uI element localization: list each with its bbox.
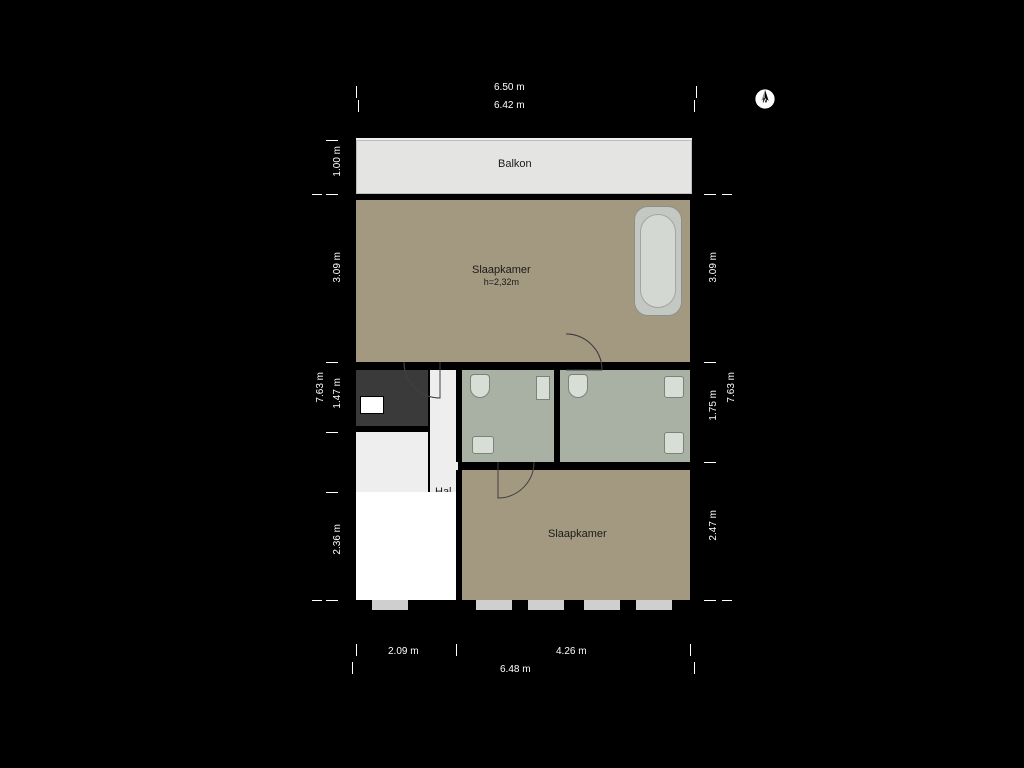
- tick: [356, 644, 357, 656]
- sink-icon-3: [664, 432, 684, 454]
- floorplan-canvas: N Balkon Slaapkamer h=2,32m Hal: [0, 0, 1024, 768]
- dim-top-1: 6.50 m: [494, 82, 525, 93]
- window-3: [584, 600, 620, 610]
- room-height-bedroom-1: h=2,32m: [472, 277, 531, 288]
- dim-left-2.36: 2.36 m: [332, 524, 343, 555]
- wall-mid-1: [356, 362, 692, 370]
- sink-icon: [472, 436, 494, 454]
- wall-right: [690, 196, 696, 608]
- tick: [326, 492, 338, 493]
- tick: [704, 362, 716, 363]
- room-name-bedroom-1: Slaapkamer: [472, 264, 531, 276]
- tick: [312, 194, 322, 195]
- dim-left-7.63: 7.63 m: [315, 372, 326, 403]
- dim-left-balkon: 1.00 m: [332, 146, 343, 177]
- dim-right-7.63: 7.63 m: [726, 372, 737, 403]
- wall-hall-bed2: [456, 470, 462, 600]
- wall-left: [350, 196, 356, 608]
- towel-icon: [536, 376, 550, 400]
- stairs: [356, 492, 456, 600]
- wall-hall-bath: [456, 370, 462, 462]
- dim-bottom-4.26: 4.26 m: [556, 646, 587, 657]
- fixture-bathtub-inner: [640, 214, 676, 308]
- room-label-balkon: Balkon: [498, 158, 532, 171]
- tick: [704, 600, 716, 601]
- toilet-icon: [470, 374, 490, 398]
- tick: [694, 662, 695, 674]
- tick: [358, 100, 359, 112]
- tick: [326, 600, 338, 601]
- tick: [352, 662, 353, 674]
- tick: [690, 644, 691, 656]
- dim-bottom-2.09: 2.09 m: [388, 646, 419, 657]
- window-0: [372, 600, 408, 610]
- appliance-icon: [360, 396, 384, 414]
- dim-right-1.75: 1.75 m: [708, 390, 719, 421]
- window-2: [528, 600, 564, 610]
- dim-right-3.09: 3.09 m: [708, 252, 719, 283]
- window-4: [636, 600, 672, 610]
- tick: [326, 194, 338, 195]
- sink-icon-2: [664, 376, 684, 398]
- dim-right-2.47: 2.47 m: [708, 510, 719, 541]
- tick: [326, 140, 338, 141]
- room-label-bedroom-1: Slaapkamer h=2,32m: [472, 264, 531, 288]
- tick: [694, 100, 695, 112]
- tick: [696, 86, 697, 98]
- dim-top-2: 6.42 m: [494, 100, 525, 111]
- wall-mid-2: [458, 462, 692, 470]
- window-1: [476, 600, 512, 610]
- tick: [456, 644, 457, 656]
- dim-left-3.09: 3.09 m: [332, 252, 343, 283]
- toilet-icon-2: [568, 374, 588, 398]
- tick: [312, 600, 322, 601]
- wall-top: [350, 194, 696, 200]
- svg-text:N: N: [763, 98, 768, 105]
- compass-icon: N: [754, 88, 776, 110]
- dim-bottom-6.48: 6.48 m: [500, 664, 531, 675]
- room-label-bedroom-2: Slaapkamer: [548, 528, 607, 541]
- tick: [326, 362, 338, 363]
- tick: [722, 194, 732, 195]
- tick: [722, 600, 732, 601]
- tick: [326, 432, 338, 433]
- tick: [356, 86, 357, 98]
- tick: [704, 462, 716, 463]
- landing: [356, 432, 428, 492]
- dim-left-1.47: 1.47 m: [332, 378, 343, 409]
- tick: [704, 194, 716, 195]
